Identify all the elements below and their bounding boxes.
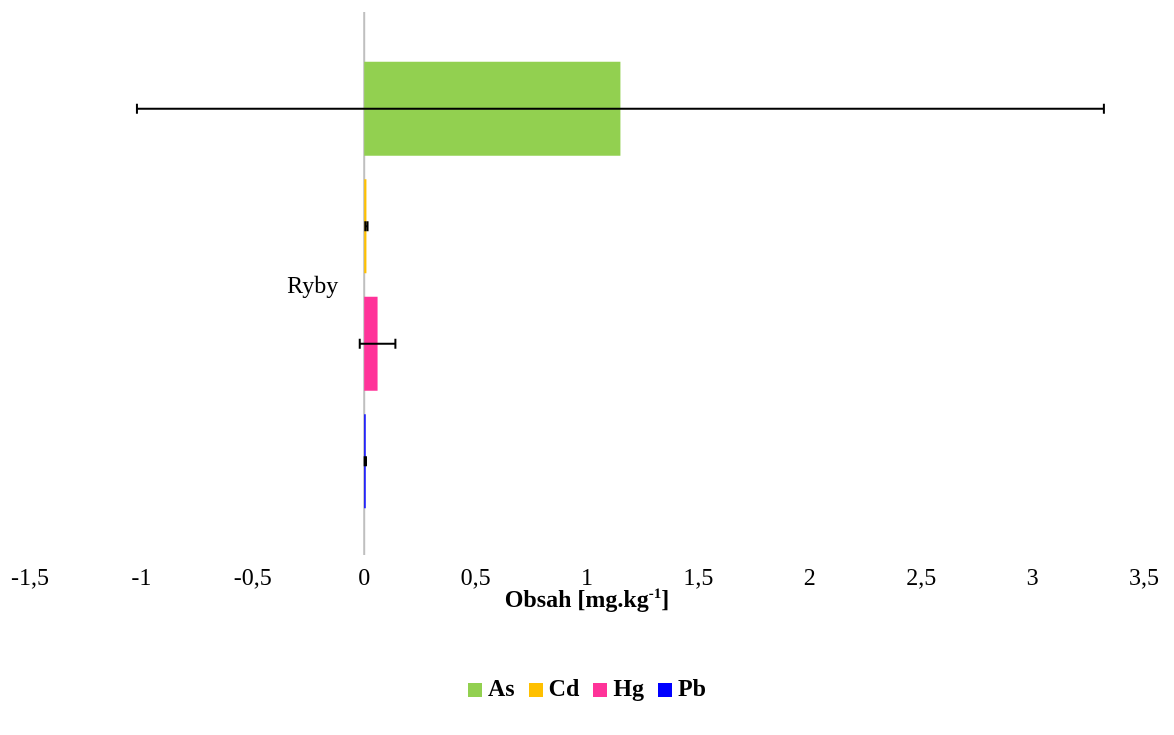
- legend-item-cd: Cd: [528, 676, 580, 703]
- category-label: Ryby: [287, 273, 338, 299]
- legend-label-as: As: [487, 676, 515, 702]
- legend-swatch-pb: [658, 682, 672, 697]
- legend-item-pb: Pb: [658, 676, 706, 703]
- x-tick-label: 0,5: [461, 565, 491, 591]
- x-tick-label: 2,5: [906, 565, 936, 591]
- x-axis-title-sup: -1: [648, 586, 662, 602]
- legend-swatch-hg: [593, 682, 608, 697]
- x-tick-label: 0: [358, 565, 370, 591]
- x-tick-label: 3,5: [1129, 565, 1159, 591]
- x-tick-label: 1,5: [683, 565, 713, 591]
- legend-label-hg: Hg: [613, 676, 644, 702]
- x-axis-title-main: Obsah [mg.kg: [504, 587, 649, 613]
- x-tick-label: 3: [1027, 565, 1039, 591]
- x-tick-label: -1,5: [11, 565, 49, 591]
- legend-label-cd: Cd: [548, 676, 580, 702]
- x-axis-title: Obsah [mg.kg-1]: [0, 586, 1174, 614]
- legend-item-as: As: [467, 676, 515, 703]
- legend-swatch-as: [467, 682, 482, 697]
- x-tick-label: -1: [131, 565, 151, 591]
- legend-label-pb: Pb: [678, 676, 707, 702]
- legend-swatch-cd: [528, 682, 543, 697]
- legend-item-hg: Hg: [593, 676, 644, 703]
- legend: As Cd Hg Pb: [0, 676, 1174, 703]
- x-tick-label: 2: [804, 565, 816, 591]
- x-axis-title-end: ]: [661, 587, 670, 613]
- x-tick-label: 1: [581, 565, 593, 591]
- x-tick-label: -0,5: [234, 565, 272, 591]
